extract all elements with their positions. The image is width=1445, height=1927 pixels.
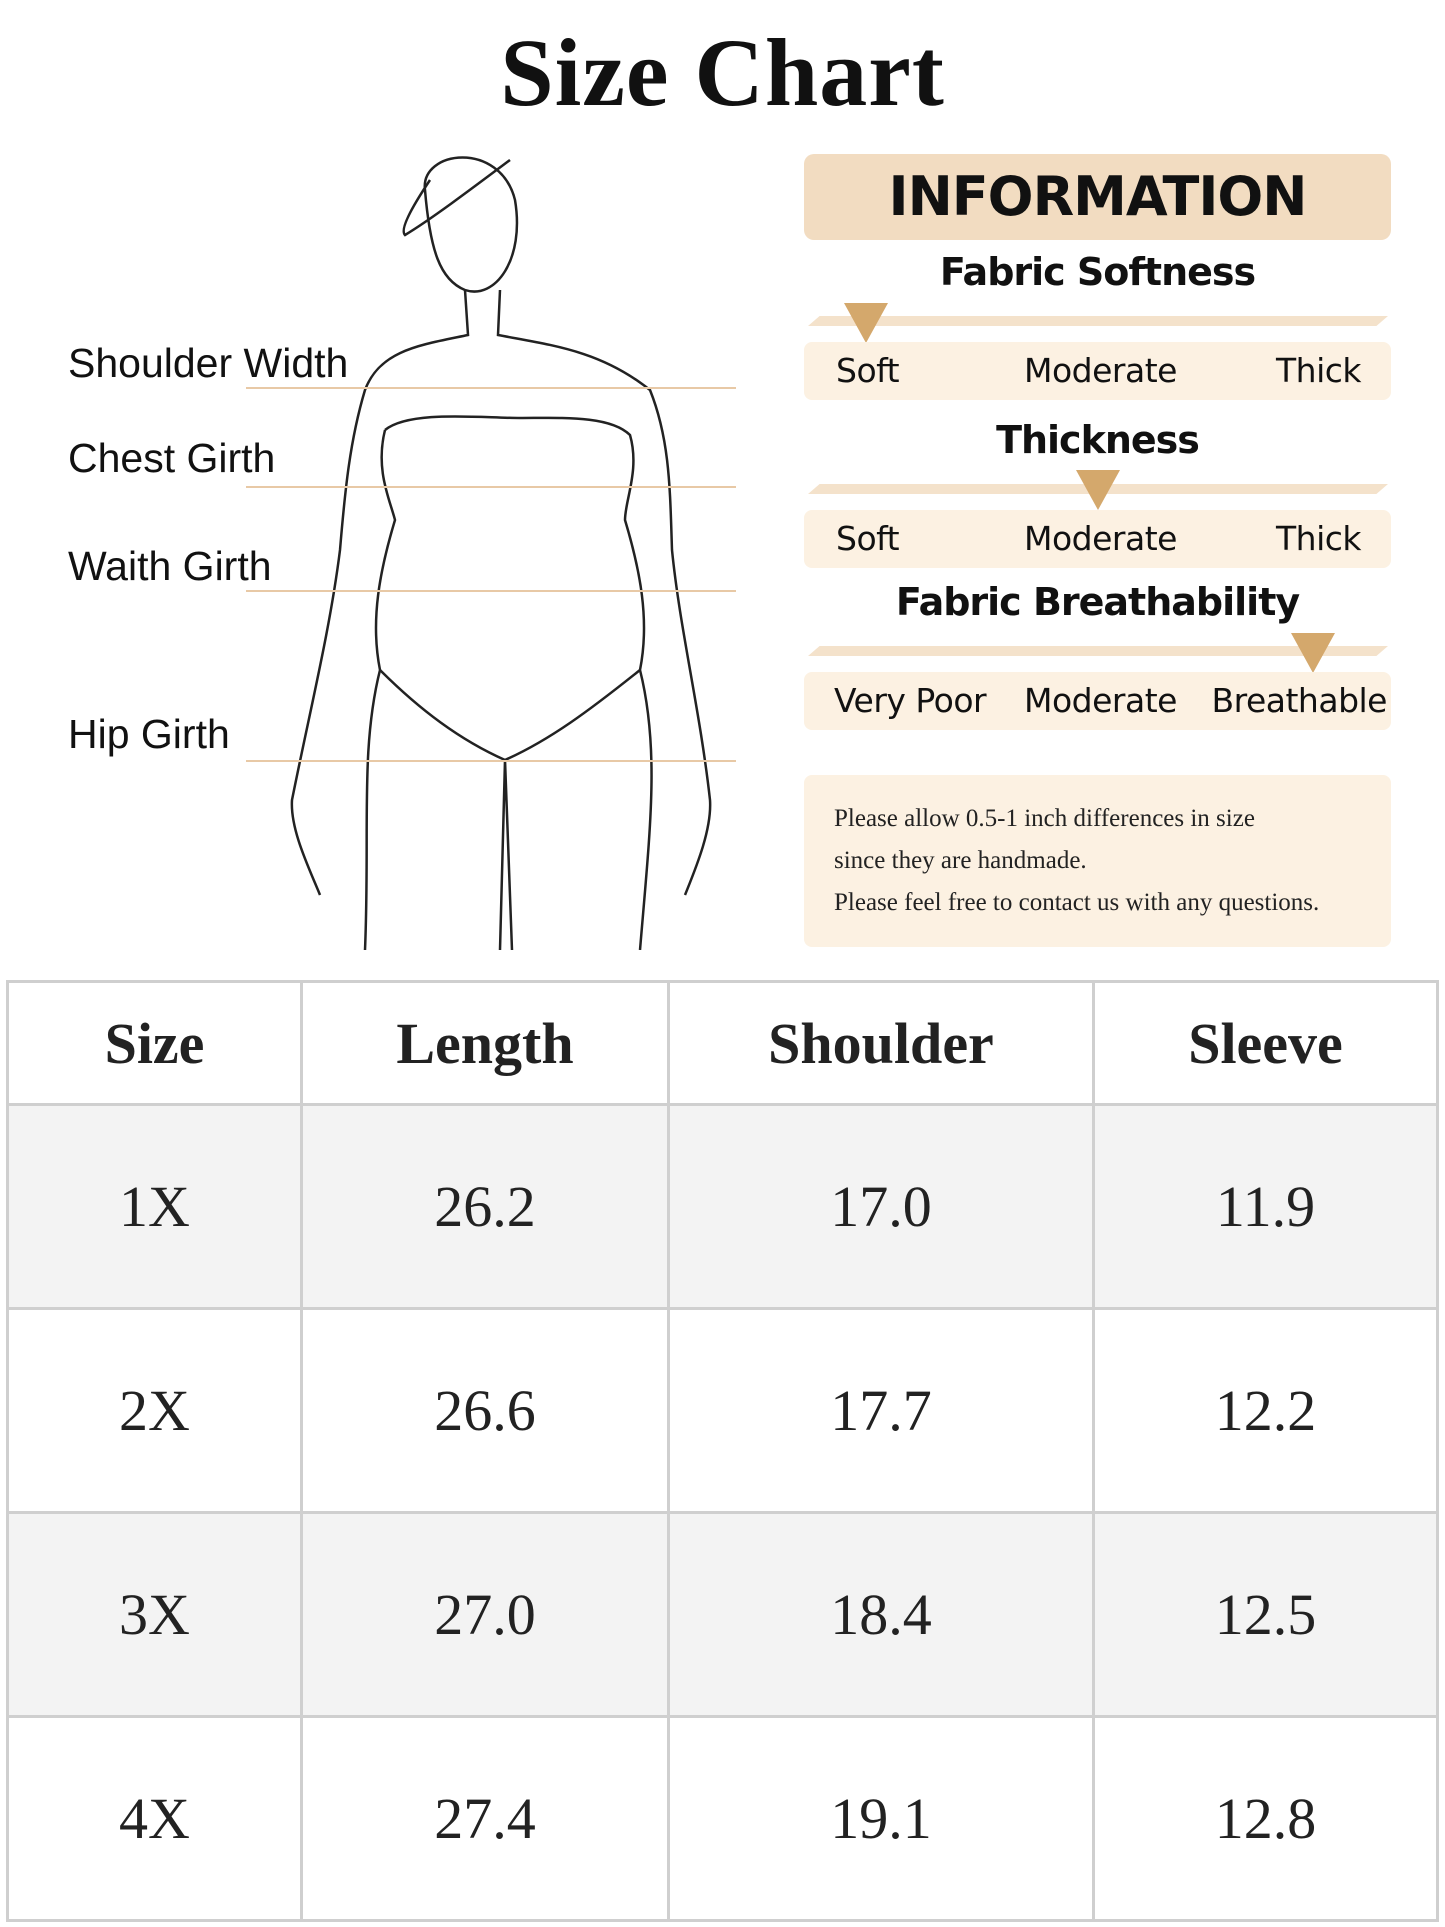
scale-label: Soft <box>836 351 900 390</box>
scale-label: Thick <box>1276 351 1362 390</box>
scale-marker-softness <box>844 303 888 343</box>
scale-labels-breathability: Very Poor Moderate Breathable <box>804 672 1391 730</box>
cell-sleeve: 12.8 <box>1092 1715 1439 1922</box>
header-length: Length <box>300 980 670 1106</box>
cell-size: 1X <box>6 1103 303 1310</box>
handmade-note: Please allow 0.5-1 inch differences in s… <box>804 775 1391 947</box>
measurement-label-shoulder: Shoulder Width <box>68 340 349 386</box>
body-outline-illustration <box>290 156 712 950</box>
measurement-line-hip <box>246 760 736 762</box>
information-heading: INFORMATION <box>804 154 1391 240</box>
scale-title-breathability: Fabric Breathability <box>895 580 1300 624</box>
table-row: 2X 26.6 17.7 12.2 <box>6 1307 1439 1514</box>
scale-label: Moderate <box>1024 519 1177 558</box>
scale-label: Very Poor <box>834 681 987 720</box>
scale-label: Soft <box>836 519 900 558</box>
header-shoulder: Shoulder <box>667 980 1095 1106</box>
scale-labels-softness: Soft Moderate Thick <box>804 342 1391 400</box>
measurement-label-hip: Hip Girth <box>68 711 230 757</box>
cell-sleeve: 12.2 <box>1092 1307 1439 1514</box>
measurement-line-shoulder <box>246 387 736 389</box>
table-row: 4X 27.4 19.1 12.8 <box>6 1715 1439 1922</box>
header-sleeve: Sleeve <box>1092 980 1439 1106</box>
table-header-row: Size Length Shoulder Sleeve <box>6 980 1439 1106</box>
scale-marker-thickness <box>1076 470 1120 510</box>
cell-sleeve: 12.5 <box>1092 1511 1439 1718</box>
cell-length: 27.0 <box>300 1511 670 1718</box>
scale-bar-softness <box>808 316 1388 326</box>
scale-bar-breathability <box>808 646 1388 656</box>
cell-shoulder: 18.4 <box>667 1511 1095 1718</box>
scale-label: Moderate <box>1024 351 1177 390</box>
measurement-line-chest <box>246 486 736 488</box>
note-line: Please allow 0.5-1 inch differences in s… <box>834 805 1255 832</box>
table-row: 1X 26.2 17.0 11.9 <box>6 1103 1439 1310</box>
cell-sleeve: 11.9 <box>1092 1103 1439 1310</box>
table-row: 3X 27.0 18.4 12.5 <box>6 1511 1439 1718</box>
cell-shoulder: 17.7 <box>667 1307 1095 1514</box>
size-table: Size Length Shoulder Sleeve 1X 26.2 17.0… <box>6 980 1439 1922</box>
scale-title-thickness: Thickness <box>996 418 1200 462</box>
page-title: Size Chart <box>500 19 945 126</box>
scale-marker-breathability <box>1290 633 1335 673</box>
scale-label: Moderate <box>1024 681 1177 720</box>
cell-size: 4X <box>6 1715 303 1922</box>
cell-length: 26.6 <box>300 1307 670 1514</box>
note-line: since they are handmade. <box>834 847 1087 874</box>
cell-length: 27.4 <box>300 1715 670 1922</box>
cell-size: 2X <box>6 1307 303 1514</box>
measurement-label-chest: Chest Girth <box>68 435 276 481</box>
cell-shoulder: 19.1 <box>667 1715 1095 1922</box>
cell-length: 26.2 <box>300 1103 670 1310</box>
scale-label: Thick <box>1276 519 1362 558</box>
note-line: Please feel free to contact us with any … <box>834 889 1320 916</box>
measurement-label-waist: Waith Girth <box>68 543 272 589</box>
measurement-line-waist <box>246 590 736 592</box>
cell-size: 3X <box>6 1511 303 1718</box>
header-size: Size <box>6 980 303 1106</box>
scale-label: Breathable <box>1211 681 1387 720</box>
cell-shoulder: 17.0 <box>667 1103 1095 1310</box>
scale-title-softness: Fabric Softness <box>939 250 1256 294</box>
scale-labels-thickness: Soft Moderate Thick <box>804 510 1391 568</box>
